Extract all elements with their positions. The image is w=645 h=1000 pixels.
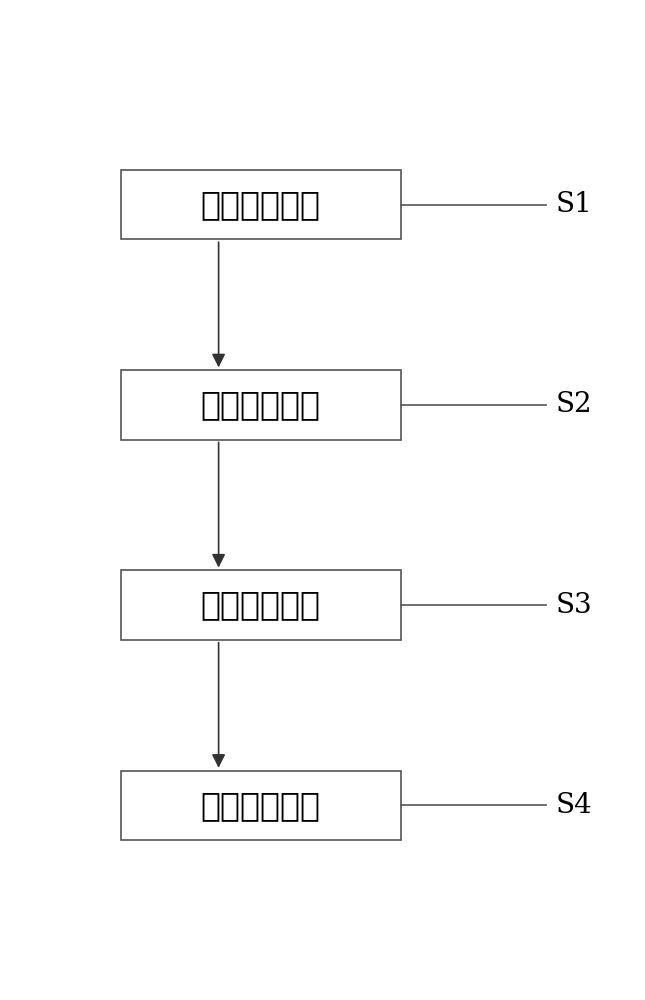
Text: 横向图像采集: 横向图像采集 [201,388,321,421]
Text: 纵向图像采集: 纵向图像采集 [201,188,321,221]
Text: S2: S2 [555,391,592,418]
Bar [121,771,401,840]
Bar [121,370,401,440]
Text: S4: S4 [555,792,592,819]
Text: 含量模型反演: 含量模型反演 [201,789,321,822]
Bar [121,570,401,640]
Text: 光谱图像处理: 光谱图像处理 [201,589,321,622]
Text: S1: S1 [555,191,592,218]
Text: S3: S3 [555,592,592,619]
Bar [121,170,401,239]
